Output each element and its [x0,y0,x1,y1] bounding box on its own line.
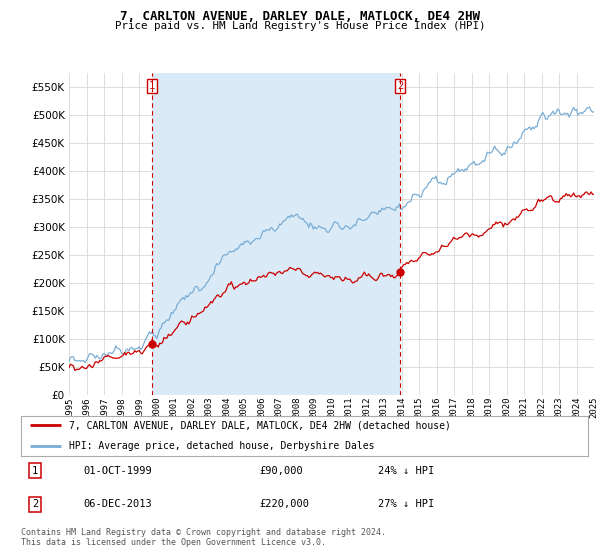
Text: 27% ↓ HPI: 27% ↓ HPI [378,500,434,509]
Text: 7, CARLTON AVENUE, DARLEY DALE, MATLOCK, DE4 2HW (detached house): 7, CARLTON AVENUE, DARLEY DALE, MATLOCK,… [69,421,451,430]
Text: 1: 1 [149,81,155,91]
Text: 7, CARLTON AVENUE, DARLEY DALE, MATLOCK, DE4 2HW: 7, CARLTON AVENUE, DARLEY DALE, MATLOCK,… [120,10,480,23]
Text: Contains HM Land Registry data © Crown copyright and database right 2024.
This d: Contains HM Land Registry data © Crown c… [21,528,386,547]
Text: Price paid vs. HM Land Registry's House Price Index (HPI): Price paid vs. HM Land Registry's House … [115,21,485,31]
Text: 2: 2 [32,500,38,509]
Text: HPI: Average price, detached house, Derbyshire Dales: HPI: Average price, detached house, Derb… [69,441,374,451]
Text: 1: 1 [32,466,38,476]
Text: £220,000: £220,000 [259,500,309,509]
Text: 06-DEC-2013: 06-DEC-2013 [83,500,152,509]
Bar [152,73,400,395]
Text: 01-OCT-1999: 01-OCT-1999 [83,466,152,476]
Text: 2: 2 [397,81,403,91]
Text: 24% ↓ HPI: 24% ↓ HPI [378,466,434,476]
Text: £90,000: £90,000 [259,466,303,476]
